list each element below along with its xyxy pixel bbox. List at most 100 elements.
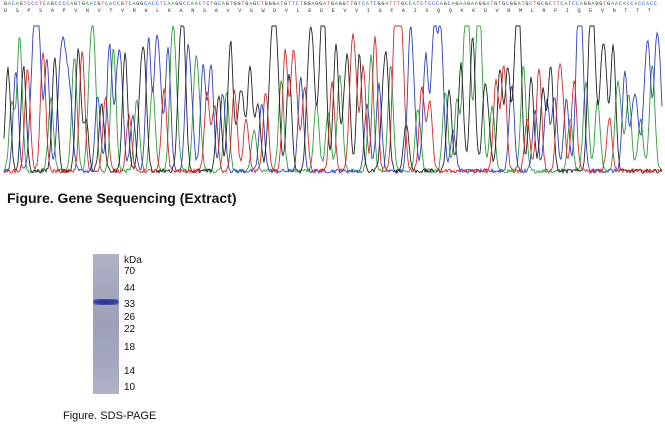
dna-base: T <box>350 1 354 7</box>
dna-base: C <box>54 1 58 7</box>
dna-base: A <box>634 1 638 7</box>
dna-base: C <box>505 1 510 7</box>
dna-base: A <box>365 1 369 7</box>
amino-acid: T <box>647 8 651 14</box>
amino-acid: N <box>612 8 616 14</box>
dna-base: G <box>537 1 541 7</box>
dna-base: C <box>630 1 634 7</box>
dna-base: A <box>451 1 455 7</box>
amino-acid: V <box>226 8 230 14</box>
dna-base: A <box>334 1 338 7</box>
trace-t <box>3 25 663 175</box>
amino-acid: V <box>343 8 347 14</box>
dna-base: C <box>653 1 657 7</box>
amino-acid: D <box>4 8 8 14</box>
amino-acid: V <box>284 8 288 14</box>
dna-base: C <box>217 1 222 7</box>
dna-base: C <box>42 1 47 7</box>
dna-base: C <box>447 1 451 7</box>
dna-base: A <box>610 1 615 7</box>
dna-base: G <box>443 1 447 7</box>
amino-acid: D <box>483 8 487 14</box>
dna-base: T <box>299 1 303 7</box>
dna-base: G <box>502 1 506 7</box>
dna-base: A <box>85 1 89 7</box>
dna-base: C <box>186 1 190 7</box>
sds-page-caption: Figure. SDS-PAGE <box>63 410 157 422</box>
dna-base: A <box>15 1 19 7</box>
dna-base: C <box>649 1 653 7</box>
amino-acid: Q <box>577 8 581 14</box>
dna-base: G <box>455 1 459 7</box>
dna-base: T <box>424 1 428 7</box>
sequencing-figure: GACAGTCCCTCAGCCCCAGTGAACGTCACCGTCAGGCACC… <box>0 0 665 182</box>
dna-base: C <box>105 1 109 7</box>
amino-acid: P <box>27 8 31 14</box>
amino-acid: V <box>238 8 242 14</box>
dna-base: T <box>210 1 214 7</box>
dna-base: T <box>159 1 163 7</box>
amino-acid: K <box>460 8 464 14</box>
dna-base: A <box>459 1 463 7</box>
amino-acid: V <box>355 8 359 14</box>
dna-base: C <box>182 1 187 7</box>
dna-base: G <box>525 1 529 7</box>
dna-base: T <box>346 1 350 7</box>
dna-base: G <box>272 1 276 7</box>
dna-base: A <box>89 1 93 7</box>
dna-base: C <box>435 1 439 7</box>
amino-acid: H <box>144 8 148 14</box>
dna-base: C <box>155 1 159 7</box>
dna-base: G <box>179 1 183 7</box>
amino-acid: S <box>15 8 19 14</box>
amino-acid: D <box>319 8 324 14</box>
dna-base: C <box>128 1 132 7</box>
dna-base: C <box>206 1 210 7</box>
dna-base: G <box>478 1 482 7</box>
dna-base: T <box>23 1 27 7</box>
amino-acid: R <box>507 8 511 14</box>
dna-base: G <box>19 1 23 7</box>
dna-base: G <box>315 1 319 7</box>
dna-base: C <box>626 1 630 7</box>
dna-base: G <box>587 1 591 7</box>
dna-base: G <box>97 1 101 7</box>
amino-acid: R <box>132 8 136 14</box>
dna-base: C <box>256 1 261 7</box>
dna-base: T <box>556 1 560 7</box>
marker-33: 33 <box>124 299 136 310</box>
dna-base: T <box>260 1 264 7</box>
dna-base: A <box>190 1 194 7</box>
dna-base: A <box>486 1 490 7</box>
dna-base: C <box>112 1 117 7</box>
dna-base: T <box>552 1 556 7</box>
dna-base: A <box>323 1 327 7</box>
dna-base: G <box>466 1 471 7</box>
dna-base: A <box>311 1 315 7</box>
dna-base: C <box>428 1 432 7</box>
dna-base: G <box>264 1 268 7</box>
dna-base: C <box>529 1 533 7</box>
dna-base: A <box>221 1 225 7</box>
dna-base: G <box>268 1 272 7</box>
amino-acid: Q <box>437 8 441 14</box>
dna-base: T <box>490 1 494 7</box>
amino-acid: D <box>273 8 277 14</box>
dna-base: C <box>618 1 622 7</box>
dna-base: G <box>583 1 587 7</box>
dna-base: A <box>470 1 474 7</box>
dna-base: A <box>249 1 253 7</box>
dna-base: C <box>58 1 62 7</box>
dna-base: T <box>603 1 607 7</box>
amino-acid: F <box>554 8 558 14</box>
dna-base: A <box>463 1 467 7</box>
dna-base: C <box>35 1 39 7</box>
marker-70: 70 <box>124 266 136 277</box>
dna-base: C <box>62 1 66 7</box>
dna-base: T <box>568 1 572 7</box>
dna-base: A <box>46 1 50 7</box>
dna-base: G <box>233 1 237 7</box>
amino-acid: E <box>308 8 312 14</box>
dna-base: A <box>385 1 389 7</box>
amino-acid: W <box>261 8 265 14</box>
